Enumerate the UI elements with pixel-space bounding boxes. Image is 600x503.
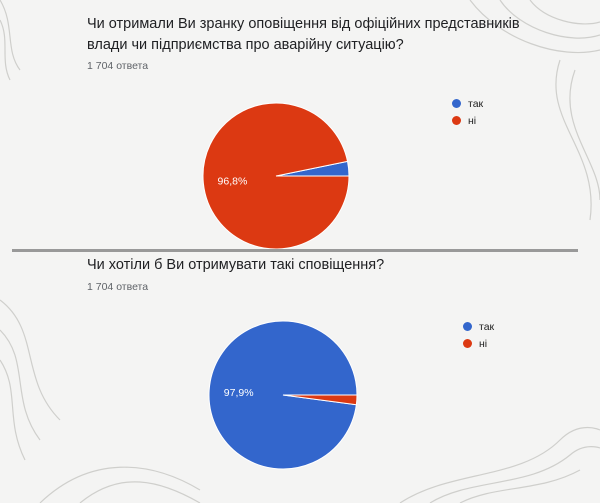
chart-legend: так ні xyxy=(463,318,494,352)
chart-legend: так ні xyxy=(452,95,483,129)
legend-swatch xyxy=(452,99,461,108)
legend-item-ні[interactable]: ні xyxy=(463,335,494,352)
legend-label: так xyxy=(479,320,495,333)
response-count: 1 704 ответа xyxy=(87,60,149,72)
slice-value-label: 96,8% xyxy=(218,175,248,187)
legend-swatch xyxy=(452,116,461,125)
legend-swatch xyxy=(463,322,472,331)
question-title: Чи хотіли б Ви отримувати такі сповіщенн… xyxy=(87,257,385,273)
question-card-2: Чи хотіли б Ви отримувати такі сповіщенн… xyxy=(0,252,600,503)
legend-item-так[interactable]: так xyxy=(452,95,483,112)
legend-label: ні xyxy=(468,114,477,127)
pie-chart: 97,9% xyxy=(208,320,358,470)
legend-item-ні[interactable]: ні xyxy=(452,112,483,129)
section-divider xyxy=(12,249,578,252)
slice-value-label: 97,9% xyxy=(224,387,254,399)
legend-label: ні xyxy=(479,337,488,350)
pie-slice-ні[interactable] xyxy=(282,394,358,406)
pie-slice-ні[interactable] xyxy=(202,102,350,250)
pie-chart: 96,8% xyxy=(202,102,350,250)
question-title: Чи отримали Ви зранку оповіщення від офі… xyxy=(87,16,520,53)
response-count: 1 704 ответа xyxy=(87,281,149,293)
question-card-1: Чи отримали Ви зранку оповіщення від офі… xyxy=(0,0,600,250)
legend-swatch xyxy=(463,339,472,348)
legend-item-так[interactable]: так xyxy=(463,318,494,335)
legend-label: так xyxy=(468,97,484,110)
